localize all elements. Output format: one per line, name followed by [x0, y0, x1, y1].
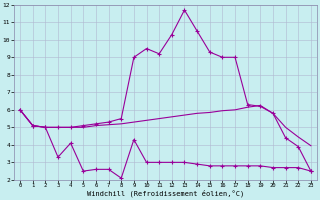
X-axis label: Windchill (Refroidissement éolien,°C): Windchill (Refroidissement éolien,°C)	[87, 190, 244, 197]
